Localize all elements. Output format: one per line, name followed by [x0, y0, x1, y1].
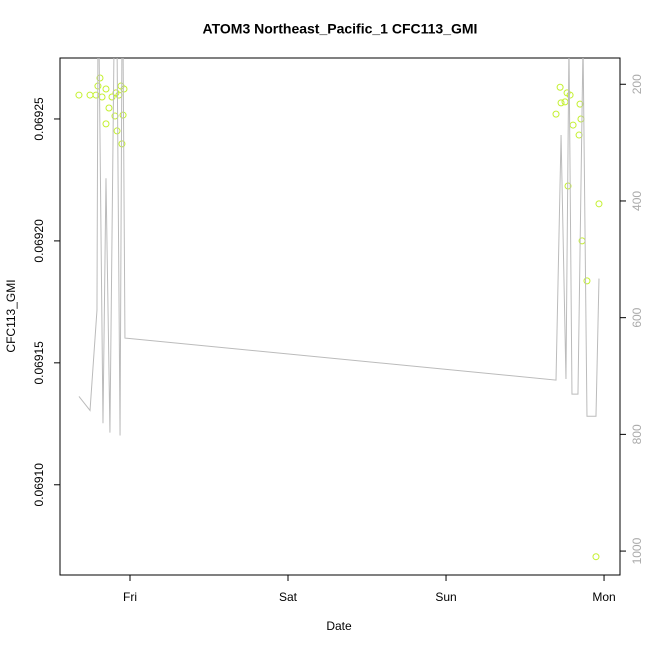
y-tick-label: 0.06915: [32, 341, 46, 385]
point: [556, 83, 564, 91]
plot-area: [75, 58, 603, 561]
x-axis-label: Date: [326, 619, 352, 633]
point: [113, 127, 121, 135]
line: [78, 58, 600, 436]
point: [102, 85, 110, 93]
y2-tick-label: 600: [630, 307, 644, 327]
point: [583, 277, 591, 285]
point: [561, 98, 569, 106]
y2-tick-label: 800: [630, 424, 644, 444]
y-tick-label: 0.06920: [32, 219, 46, 263]
point: [557, 99, 565, 107]
y-tick-label: 0.06910: [32, 463, 46, 507]
y2-tick-label: 400: [630, 191, 644, 211]
chart-title: ATOM3 Northeast_Pacific_1 CFC113_GMI: [203, 21, 478, 37]
point: [552, 110, 560, 118]
point: [595, 200, 603, 208]
point: [105, 104, 113, 112]
x-tick-label: Sun: [435, 590, 456, 604]
point: [577, 115, 585, 123]
point: [569, 121, 577, 129]
y2-tick-label: 1000: [630, 537, 644, 564]
x-tick-label: Fri: [123, 590, 137, 604]
point: [92, 91, 100, 99]
x-tick-label: Mon: [592, 590, 615, 604]
point: [102, 120, 110, 128]
y-axis-label: CFC113_GMI: [4, 279, 18, 352]
y2-tick-label: 200: [630, 74, 644, 94]
point: [566, 91, 574, 99]
point: [108, 93, 116, 101]
point: [576, 100, 584, 108]
point: [86, 91, 94, 99]
plot-frame: [59, 57, 621, 576]
x-tick-label: Sat: [279, 590, 298, 604]
y-tick-label: 0.06925: [32, 97, 46, 141]
point: [120, 85, 128, 93]
point: [592, 553, 600, 561]
point: [98, 93, 106, 101]
point: [96, 74, 104, 82]
point: [75, 91, 83, 99]
